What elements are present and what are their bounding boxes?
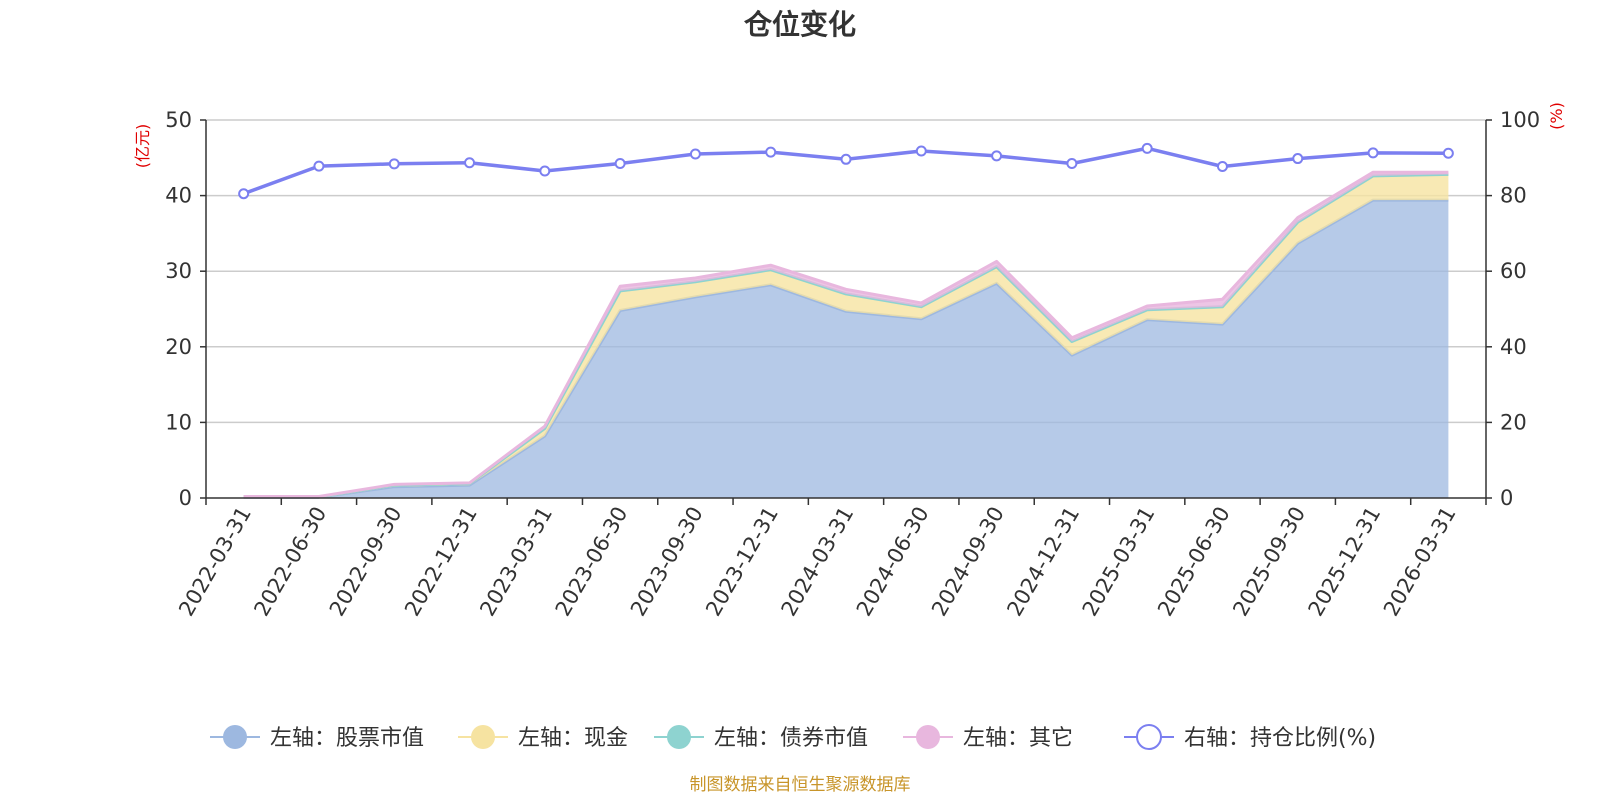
x-axis-tick-label: 2022-12-31 — [400, 503, 482, 621]
ratio-point[interactable] — [1066, 157, 1078, 169]
ratio-point[interactable] — [614, 157, 626, 169]
x-axis-tick-label: 2024-03-31 — [777, 503, 859, 621]
ratio-point[interactable] — [840, 153, 852, 165]
legend-item[interactable]: 右轴：持仓比例(%) — [1124, 724, 1376, 751]
legend-label: 左轴：债券市值 — [714, 726, 868, 751]
ratio-point[interactable] — [1292, 153, 1304, 165]
ratio-point[interactable] — [238, 188, 250, 200]
legend-item[interactable]: 左轴：现金 — [458, 725, 628, 751]
ratio-point[interactable] — [1367, 147, 1379, 159]
legend-marker — [916, 725, 940, 749]
x-axis-tick-label: 2025-06-30 — [1153, 503, 1235, 621]
x-axis-tick-label: 2023-06-30 — [551, 503, 633, 621]
x-axis-tick-label: 2025-12-31 — [1304, 503, 1386, 621]
ratio-point[interactable] — [765, 146, 777, 158]
ratio-line — [238, 142, 1454, 200]
left-axis-tick-label: 10 — [165, 410, 192, 434]
x-axis-tick-label: 2025-09-30 — [1228, 503, 1310, 621]
x-axis-tick-label: 2022-03-31 — [174, 503, 256, 621]
right-axis-tick-label: 0 — [1500, 486, 1513, 510]
stacked-areas — [243, 170, 1449, 499]
legend-marker — [667, 725, 691, 749]
area-series-4-edge — [243, 170, 1449, 498]
x-axis-tick-label: 2025-03-31 — [1078, 503, 1160, 621]
legend-item[interactable]: 左轴：其它 — [903, 725, 1073, 751]
x-axis-tick-label: 2023-03-31 — [475, 503, 557, 621]
ratio-point[interactable] — [1216, 160, 1228, 172]
right-axis-tick-label: 40 — [1500, 335, 1527, 359]
legend-marker — [1136, 724, 1162, 750]
x-axis-tick-label: 2022-06-30 — [249, 503, 331, 621]
ratio-point[interactable] — [1442, 147, 1454, 159]
legend-label: 左轴：股票市值 — [270, 726, 424, 751]
chart-title: 仓位变化 — [744, 8, 856, 41]
legend-label: 右轴：持仓比例(%) — [1184, 726, 1376, 751]
ratio-point[interactable] — [388, 158, 400, 170]
ratio-point[interactable] — [689, 148, 701, 160]
x-axis-tick-label: 2026-03-31 — [1379, 503, 1461, 621]
legend-label: 左轴：其它 — [963, 726, 1073, 751]
left-axis-tick-label: 40 — [165, 184, 192, 208]
legend-marker — [223, 725, 247, 749]
ratio-point[interactable] — [1141, 142, 1153, 154]
left-axis-tick-label: 20 — [165, 335, 192, 359]
left-axis-tick-label: 50 — [165, 108, 192, 132]
legend-item[interactable]: 左轴：股票市值 — [210, 725, 424, 751]
right-axis-tick-label: 100 — [1500, 108, 1540, 132]
legend-label: 左轴：现金 — [518, 726, 628, 751]
legend-item[interactable]: 左轴：债券市值 — [654, 725, 868, 751]
ratio-point[interactable] — [313, 160, 325, 172]
area-series-1 — [243, 200, 1449, 498]
legend[interactable]: 左轴：股票市值 左轴：现金 左轴：债券市值 左轴：其它 右轴：持仓比例(%) — [210, 724, 1376, 751]
ratio-point[interactable] — [539, 165, 551, 177]
x-axis-tick-label: 2024-06-30 — [852, 503, 934, 621]
ratio-point[interactable] — [464, 157, 476, 169]
x-axis-tick-label: 2022-09-30 — [325, 503, 407, 621]
x-axis-tick-label: 2023-09-30 — [626, 503, 708, 621]
left-axis-tick-label: 30 — [165, 259, 192, 283]
right-axis-tick-label: 60 — [1500, 259, 1527, 283]
right-axis-tick-label: 20 — [1500, 410, 1527, 434]
right-axis-tick-label: 80 — [1500, 184, 1527, 208]
right-axis-unit: (%) — [1547, 102, 1566, 130]
area-series-2 — [243, 174, 1449, 498]
legend-marker — [471, 725, 495, 749]
left-axis-tick-label: 0 — [179, 486, 192, 510]
x-axis-tick-label: 2023-12-31 — [701, 503, 783, 621]
ratio-point[interactable] — [991, 150, 1003, 162]
left-axis-unit: (亿元) — [133, 124, 152, 169]
x-axis-tick-label: 2024-12-31 — [1002, 503, 1084, 621]
ratio-point[interactable] — [915, 145, 927, 157]
x-axis-tick-label: 2024-09-30 — [927, 503, 1009, 621]
data-source-note: 制图数据来自恒生聚源数据库 — [690, 775, 911, 795]
